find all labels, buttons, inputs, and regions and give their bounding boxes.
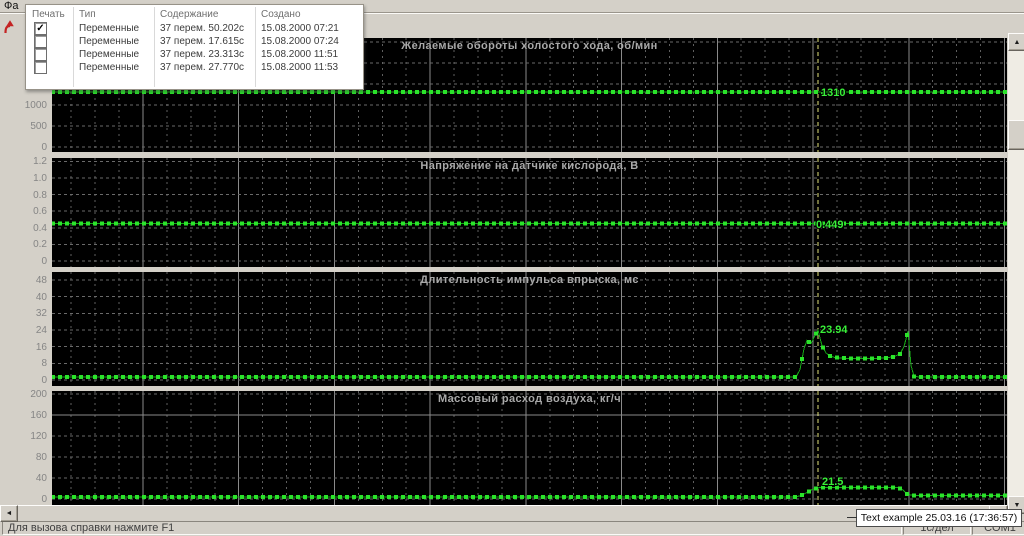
annotation-leader-line (847, 517, 857, 518)
column-separator (154, 7, 155, 87)
chart-panel-3[interactable]: 23.94 (51, 272, 1007, 386)
arrow-down-icon: ▼ (1013, 501, 1021, 509)
menu-file[interactable]: Фа (4, 0, 19, 12)
axis-tick-label: 1.0 (33, 173, 47, 184)
axis-tick-label: 16 (35, 341, 47, 353)
table-row[interactable]: ✓ Переменные 37 перем. 50.202с 15.08.2000 0… (26, 22, 363, 35)
print-checkbox[interactable] (34, 35, 47, 48)
created-cell: 15.08.2000 07:21 (261, 23, 339, 34)
axis-tick-label: 0.2 (33, 239, 47, 251)
cursor-value-label: 21.5 (822, 476, 843, 488)
axis-tick-label: 1.2 (33, 156, 47, 168)
created-cell: 15.08.2000 11:53 (261, 62, 339, 73)
created-cell: 15.08.2000 11:51 (261, 49, 339, 60)
cursor-value-label: 23.94 (820, 324, 848, 336)
cursor-value-label: 1310 (821, 87, 845, 99)
content-cell: 37 перем. 17.615с (160, 36, 245, 47)
table-row[interactable]: Переменные 37 перем. 23.313с 15.08.2000 11… (26, 48, 363, 61)
axis-tick-label: 40 (35, 473, 47, 484)
chart-panel-2[interactable]: 0.449 (51, 158, 1007, 267)
axis-tick-label: 160 (30, 410, 47, 421)
cursor-value-label: 0.449 (816, 219, 844, 231)
annotation-text: Text example 25.03.16 (17:36:57) (860, 512, 1018, 524)
axis-tick-label: 48 (35, 275, 47, 287)
created-cell: 15.08.2000 07:24 (261, 36, 339, 47)
axis-tick-label: 0 (41, 494, 47, 505)
print-checkbox-checked[interactable]: ✓ (34, 22, 47, 35)
axis-tick-label: 120 (30, 431, 47, 442)
axis-tick-label: 8 (41, 358, 47, 370)
axis-tick-label: 0.8 (33, 189, 47, 201)
column-header[interactable]: Создано (261, 9, 301, 20)
axis-tick-label: 0.4 (33, 222, 47, 234)
status-help-text: Для вызова справки нажмите F1 (8, 522, 175, 534)
content-cell: 37 перем. 50.202с (160, 23, 245, 34)
menu-divider (0, 12, 1024, 13)
column-separator (255, 7, 256, 87)
print-checkbox[interactable] (34, 61, 47, 74)
type-cell: Переменные (79, 62, 140, 73)
chart-panel-4[interactable]: 21.5 (51, 391, 1007, 505)
vertical-scrollbar[interactable] (1008, 33, 1024, 512)
table-row[interactable]: Переменные 37 перем. 27.770с 15.08.2000 11… (26, 61, 363, 74)
type-cell: Переменные (79, 49, 140, 60)
menu-divider-highlight (0, 13, 1024, 14)
axis-tick-label: 0.6 (33, 206, 47, 218)
axis-tick-label: 200 (30, 389, 47, 400)
axis-tick-label: 24 (35, 325, 47, 336)
undo-arrow-button[interactable] (2, 19, 18, 35)
status-help-panel: Для вызова справки нажмите F1 (2, 521, 902, 535)
axis-tick-label: 0 (41, 375, 47, 386)
annotation-box: Text example 25.03.16 (17:36:57) (856, 509, 1022, 527)
axis-tick-label: 32 (35, 308, 47, 320)
print-checkbox[interactable] (34, 48, 47, 61)
axis-tick-label: 80 (35, 452, 47, 463)
axis-tick-label: 1000 (24, 100, 47, 111)
axis-tick-label: 500 (30, 121, 47, 132)
table-header-row: Печать Тип Содержание Создано (26, 5, 363, 22)
type-cell: Переменные (79, 23, 140, 34)
arrow-left-icon: ◄ (5, 510, 13, 517)
arrow-up-icon: ▲ (1013, 38, 1021, 46)
vertical-scrollbar-thumb[interactable] (1008, 120, 1024, 150)
content-cell: 37 перем. 27.770с (160, 62, 245, 73)
axis-tick-label: 0 (41, 142, 47, 153)
column-header[interactable]: Печать (32, 9, 65, 20)
scroll-left-button[interactable]: ◄ (0, 505, 18, 522)
column-header[interactable]: Тип (79, 9, 96, 20)
axis-tick-label: 40 (35, 291, 47, 303)
scroll-up-button[interactable]: ▲ (1008, 33, 1024, 51)
axis-tick-label: 0 (41, 256, 47, 267)
column-header[interactable]: Содержание (160, 9, 219, 20)
signal-list-window[interactable]: Печать Тип Содержание Создано ✓ Переменные 37… (25, 4, 364, 90)
column-separator (73, 7, 74, 87)
content-cell: 37 перем. 23.313с (160, 49, 245, 60)
table-row[interactable]: Переменные 37 перем. 17.615с 15.08.2000 07… (26, 35, 363, 48)
type-cell: Переменные (79, 36, 140, 47)
red-curved-arrow-icon (2, 20, 16, 38)
